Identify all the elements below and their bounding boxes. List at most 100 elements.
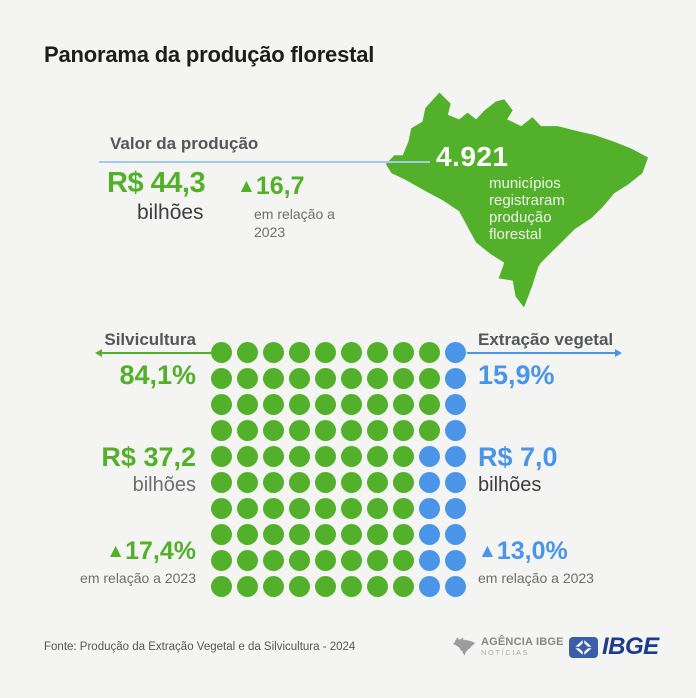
production-value-connector-line (99, 161, 430, 163)
waffle-dot-silvicultura (315, 576, 336, 597)
silvicultura-delta: ▲17,4% (40, 537, 196, 566)
waffle-dot-silvicultura (237, 524, 258, 545)
extracao-connector-line (467, 352, 616, 354)
waffle-dot-silvicultura (237, 342, 258, 363)
waffle-dot-silvicultura (341, 498, 362, 519)
silvicultura-delta-note: em relação a 2023 (80, 570, 196, 586)
waffle-dot-silvicultura (289, 420, 310, 441)
extracao-delta: ▲13,0% (478, 537, 568, 566)
waffle-dot-silvicultura (237, 550, 258, 571)
waffle-dot-silvicultura (393, 446, 414, 467)
extracao-label: Extração vegetal (478, 330, 614, 349)
waffle-dot-silvicultura (211, 368, 232, 389)
map-caption: municípios registraram produção floresta… (489, 175, 565, 243)
waffle-dot-extracao (445, 498, 466, 519)
waffle-dot-silvicultura (289, 394, 310, 415)
waffle-dot-extracao (445, 576, 466, 597)
waffle-dot-silvicultura (211, 446, 232, 467)
waffle-dot-extracao (445, 394, 466, 415)
production-value-delta: ▲16,7 (237, 172, 304, 201)
agencia-ibge-logo: AGÊNCIA IBGE NOTÍCIAS (453, 636, 564, 657)
extracao-delta-value: 13,0% (496, 537, 568, 565)
waffle-dot-silvicultura (393, 524, 414, 545)
brazil-map (385, 92, 649, 308)
silvicultura-amount: R$ 37,2 (101, 442, 196, 472)
waffle-dot-silvicultura (237, 498, 258, 519)
waffle-dot-silvicultura (341, 342, 362, 363)
waffle-dot-silvicultura (211, 550, 232, 571)
waffle-dot-silvicultura (393, 394, 414, 415)
extracao-amount: R$ 7,0 (478, 442, 558, 472)
waffle-dot-silvicultura (393, 472, 414, 493)
waffle-dot-silvicultura (289, 550, 310, 571)
waffle-dot-extracao (445, 524, 466, 545)
waffle-dot-extracao (419, 576, 440, 597)
waffle-dot-silvicultura (419, 368, 440, 389)
waffle-dot-silvicultura (315, 550, 336, 571)
waffle-dot-silvicultura (263, 342, 284, 363)
silvicultura-share: 84,1% (119, 360, 196, 390)
waffle-dot-silvicultura (263, 472, 284, 493)
waffle-dot-silvicultura (211, 342, 232, 363)
waffle-dot-silvicultura (315, 420, 336, 441)
waffle-dot-silvicultura (263, 368, 284, 389)
waffle-dot-extracao (445, 420, 466, 441)
waffle-dot-silvicultura (263, 446, 284, 467)
waffle-dot-silvicultura (419, 342, 440, 363)
waffle-dot-silvicultura (367, 368, 388, 389)
waffle-dot-silvicultura (315, 498, 336, 519)
waffle-dot-silvicultura (341, 446, 362, 467)
waffle-dot-silvicultura (211, 576, 232, 597)
waffle-dot-silvicultura (341, 524, 362, 545)
waffle-dot-silvicultura (315, 342, 336, 363)
waffle-dot-silvicultura (393, 342, 414, 363)
production-value-delta-value: 16,7 (255, 172, 305, 200)
waffle-dot-extracao (445, 472, 466, 493)
waffle-dot-silvicultura (341, 576, 362, 597)
waffle-dot-silvicultura (263, 498, 284, 519)
waffle-dot-extracao (445, 550, 466, 571)
waffle-dot-silvicultura (289, 342, 310, 363)
waffle-dot-silvicultura (341, 472, 362, 493)
waffle-dot-silvicultura (237, 472, 258, 493)
silvicultura-line-arrow-icon (95, 349, 102, 357)
waffle-dot-silvicultura (315, 524, 336, 545)
waffle-dot-silvicultura (289, 446, 310, 467)
ibge-logo: IBGE (569, 633, 659, 661)
waffle-dot-extracao (419, 472, 440, 493)
triangle-up-icon: ▲ (106, 541, 126, 562)
waffle-dot-extracao (419, 446, 440, 467)
waffle-dot-silvicultura (367, 550, 388, 571)
map-municipalities-count: 4.921 (436, 141, 509, 172)
waffle-dot-silvicultura (367, 446, 388, 467)
source-note: Fonte: Produção da Extração Vegetal e da… (44, 641, 356, 653)
waffle-dot-silvicultura (393, 368, 414, 389)
waffle-dot-silvicultura (341, 550, 362, 571)
production-value-delta-note: em relação a 2023 (254, 206, 335, 241)
waffle-dot-silvicultura (289, 472, 310, 493)
waffle-dot-silvicultura (393, 576, 414, 597)
waffle-dot-extracao (419, 498, 440, 519)
silvicultura-connector-line (101, 352, 212, 354)
waffle-dot-silvicultura (315, 368, 336, 389)
waffle-dot-silvicultura (367, 472, 388, 493)
waffle-dot-silvicultura (419, 394, 440, 415)
triangle-up-icon: ▲ (237, 176, 256, 197)
agencia-ibge-name: AGÊNCIA IBGE (481, 636, 564, 648)
waffle-dot-silvicultura (263, 576, 284, 597)
ibge-wordmark: IBGE (602, 633, 659, 660)
silvicultura-label: Silvicultura (104, 330, 196, 349)
extracao-share: 15,9% (478, 360, 555, 390)
waffle-dot-silvicultura (237, 446, 258, 467)
waffle-dot-silvicultura (211, 472, 232, 493)
production-value-unit: bilhões (137, 201, 204, 224)
waffle-dot-silvicultura (393, 420, 414, 441)
ibge-logo-icon (569, 636, 598, 658)
production-value-amount: R$ 44,3 (107, 167, 206, 199)
waffle-dot-extracao (445, 342, 466, 363)
waffle-dot-silvicultura (237, 394, 258, 415)
waffle-dot-silvicultura (211, 394, 232, 415)
waffle-dot-silvicultura (367, 394, 388, 415)
waffle-dot-extracao (419, 524, 440, 545)
